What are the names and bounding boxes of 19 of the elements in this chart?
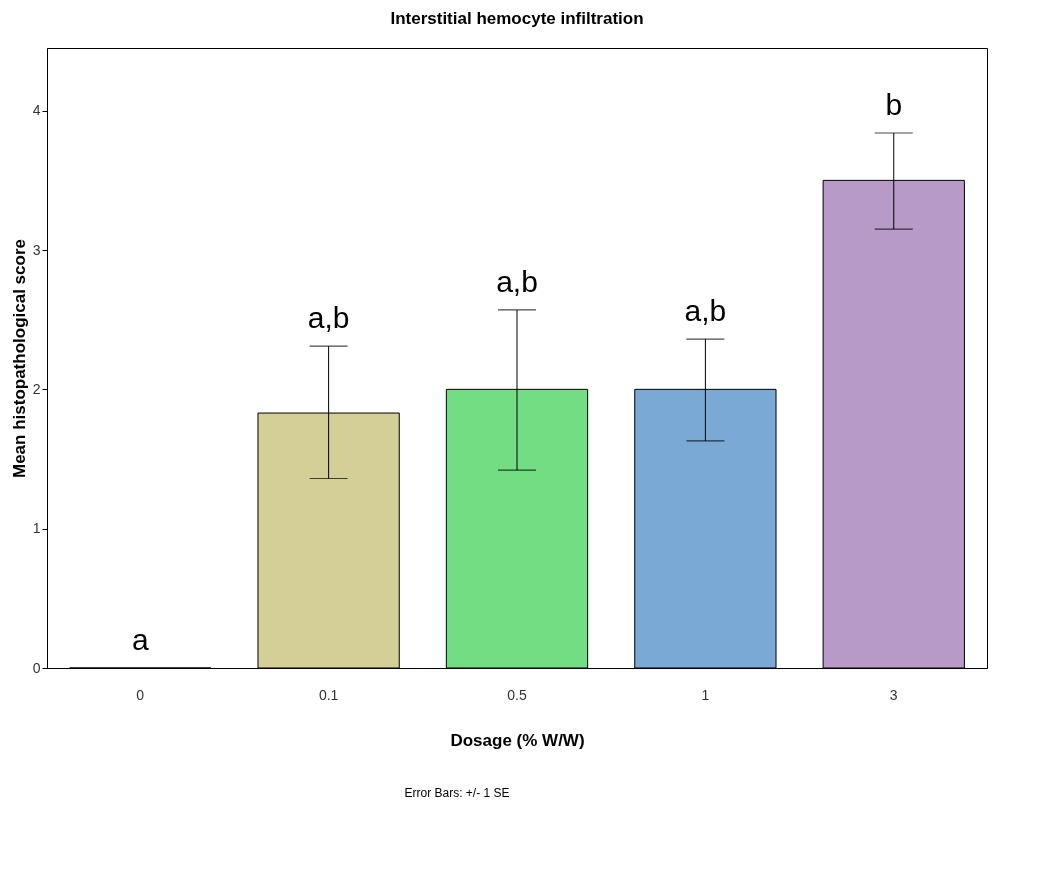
- annotation: a,b: [307, 301, 350, 335]
- x-tick-label: 0.5: [507, 686, 527, 703]
- y-axis-title: Mean histopathological score: [9, 239, 29, 478]
- x-tick-label: 1: [701, 686, 710, 703]
- x-tick-label: 0: [136, 686, 145, 703]
- y-tick-label: 1: [32, 520, 41, 537]
- y-tick-label: 0: [32, 659, 41, 676]
- text: Error Bars: +/- 1 SE: [404, 786, 510, 800]
- y-tick-label: 3: [32, 241, 41, 258]
- annotation: a,b: [684, 294, 727, 328]
- x-tick-label: 0.1: [318, 686, 339, 703]
- annotation: b: [885, 87, 903, 121]
- annotation: a: [131, 623, 149, 656]
- annotation: a,b: [496, 264, 538, 298]
- x-axis-title: Dosage (% W/W): [450, 730, 585, 750]
- chart-title: Interstitial hemocyte infiltration: [390, 9, 644, 28]
- y-tick-label: 2: [32, 380, 41, 397]
- x-tick-label: 3: [889, 686, 898, 703]
- y-tick-label: 4: [32, 102, 41, 119]
